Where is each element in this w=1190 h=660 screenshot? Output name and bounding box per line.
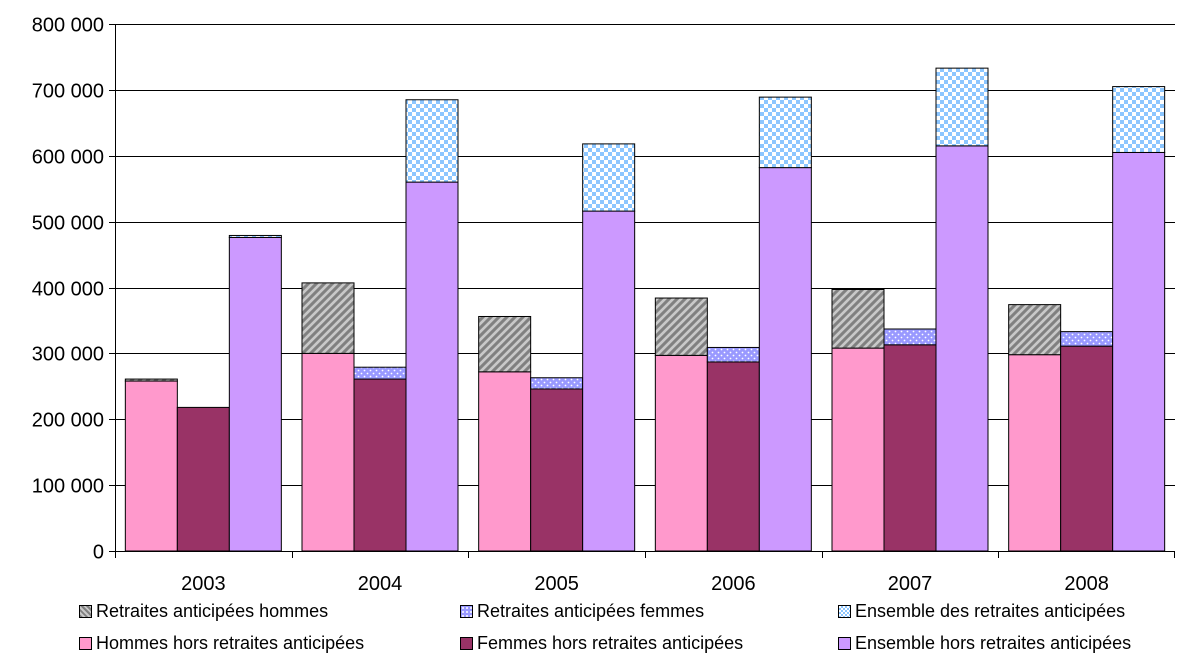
- y-tick-label: 500 000: [32, 213, 104, 235]
- bar-ensemble-base-2003: [228, 236, 282, 552]
- bar-hommes-base-2007: [831, 347, 885, 552]
- x-tick-label: 2008: [1064, 573, 1109, 595]
- legend-item: Ensemble des retraites anticipées: [838, 601, 1125, 622]
- bars: [124, 67, 1166, 552]
- bar-ensemble-base-2008: [1112, 151, 1166, 552]
- bar-ensemble-base-2004: [405, 181, 459, 552]
- x-tick-label: 2005: [534, 573, 579, 595]
- x-axis: 2003 2004 2005 2006 2007 2008: [115, 551, 1175, 595]
- bar-femmes-base-2004: [353, 378, 407, 552]
- stacked-bar-chart: 0 100 000 200 000 300 000 400 000 500 000 600 …: [32, 15, 1175, 595]
- bar-ensemble-base-2007: [935, 145, 989, 552]
- bar-hommes-top-2006: [654, 297, 708, 356]
- legend-label: Femmes hors retraites anticipées: [477, 633, 744, 653]
- bar-hommes-base-2004: [301, 352, 355, 552]
- legend-label: Ensemble hors retraites anticipées: [855, 633, 1132, 653]
- bar-hommes-top-2005: [478, 315, 532, 373]
- bar-femmes-top-2004: [353, 366, 407, 380]
- bar-ensemble-top-2006: [758, 96, 812, 169]
- x-tick-label: 2004: [358, 573, 403, 595]
- bar-hommes-base-2005: [478, 371, 532, 552]
- legend-label: Ensemble des retraites anticipées: [855, 601, 1126, 621]
- y-tick-label: 600 000: [32, 147, 104, 169]
- bar-hommes-base-2003: [124, 380, 178, 552]
- legend-item: Retraites anticipées hommes: [79, 601, 328, 622]
- bar-hommes-base-2008: [1008, 354, 1062, 552]
- bar-femmes-top-2007: [883, 328, 937, 346]
- y-tick-label: 300 000: [32, 344, 104, 366]
- legend-swatch: [838, 637, 851, 650]
- bar-ensemble-top-2004: [405, 99, 459, 183]
- bar-femmes-base-2008: [1060, 345, 1114, 552]
- legend-item: Hommes hors retraites anticipées: [79, 633, 364, 654]
- x-tick-label: 2003: [181, 573, 226, 595]
- bar-femmes-base-2006: [706, 361, 760, 552]
- bar-femmes-base-2005: [530, 388, 584, 552]
- bar-femmes-top-2008: [1060, 331, 1114, 347]
- legend: Retraites anticipées hommes Retraites ant…: [0, 596, 1190, 660]
- legend-label: Retraites anticipées femmes: [477, 601, 705, 621]
- bar-hommes-top-2007: [831, 288, 885, 349]
- bar-hommes-top-2003: [124, 378, 178, 382]
- bar-hommes-top-2008: [1008, 304, 1062, 356]
- y-axis: 0 100 000 200 000 300 000 400 000 500 000 600 …: [32, 15, 116, 564]
- bar-ensemble-top-2003: [228, 234, 282, 238]
- y-tick-label: 100 000: [32, 476, 104, 498]
- legend-swatch: [79, 605, 92, 618]
- legend-item: Femmes hors retraites anticipées: [460, 633, 743, 654]
- legend-label: Retraites anticipées hommes: [96, 601, 329, 621]
- bar-ensemble-base-2006: [758, 167, 812, 552]
- x-tick-label: 2007: [888, 573, 933, 595]
- y-tick-label: 400 000: [32, 279, 104, 301]
- bar-femmes-base-2007: [883, 344, 937, 552]
- bar-ensemble-top-2007: [935, 67, 989, 147]
- legend-item: Retraites anticipées femmes: [460, 601, 704, 622]
- bar-ensemble-base-2005: [582, 210, 636, 552]
- legend-swatch: [460, 637, 473, 650]
- legend-item: Ensemble hors retraites anticipées: [838, 633, 1131, 654]
- bar-femmes-top-2005: [530, 377, 584, 390]
- bar-femmes-top-2006: [706, 346, 760, 363]
- bar-ensemble-top-2005: [582, 143, 636, 212]
- gridlines: [115, 24, 1175, 486]
- y-tick-label: 800 000: [32, 15, 104, 37]
- bar-ensemble-top-2008: [1112, 86, 1166, 153]
- y-tick-label: 700 000: [32, 81, 104, 103]
- bar-hommes-base-2006: [654, 354, 708, 552]
- y-tick-label: 200 000: [32, 410, 104, 432]
- bar-femmes-base-2003: [176, 406, 230, 552]
- legend-swatch: [79, 637, 92, 650]
- legend-label: Hommes hors retraites anticipées: [96, 633, 365, 653]
- legend-swatch: [838, 605, 851, 618]
- legend-swatch: [460, 605, 473, 618]
- y-tick-label: 0: [93, 542, 104, 564]
- x-tick-label: 2006: [711, 573, 756, 595]
- bar-hommes-top-2004: [301, 282, 355, 354]
